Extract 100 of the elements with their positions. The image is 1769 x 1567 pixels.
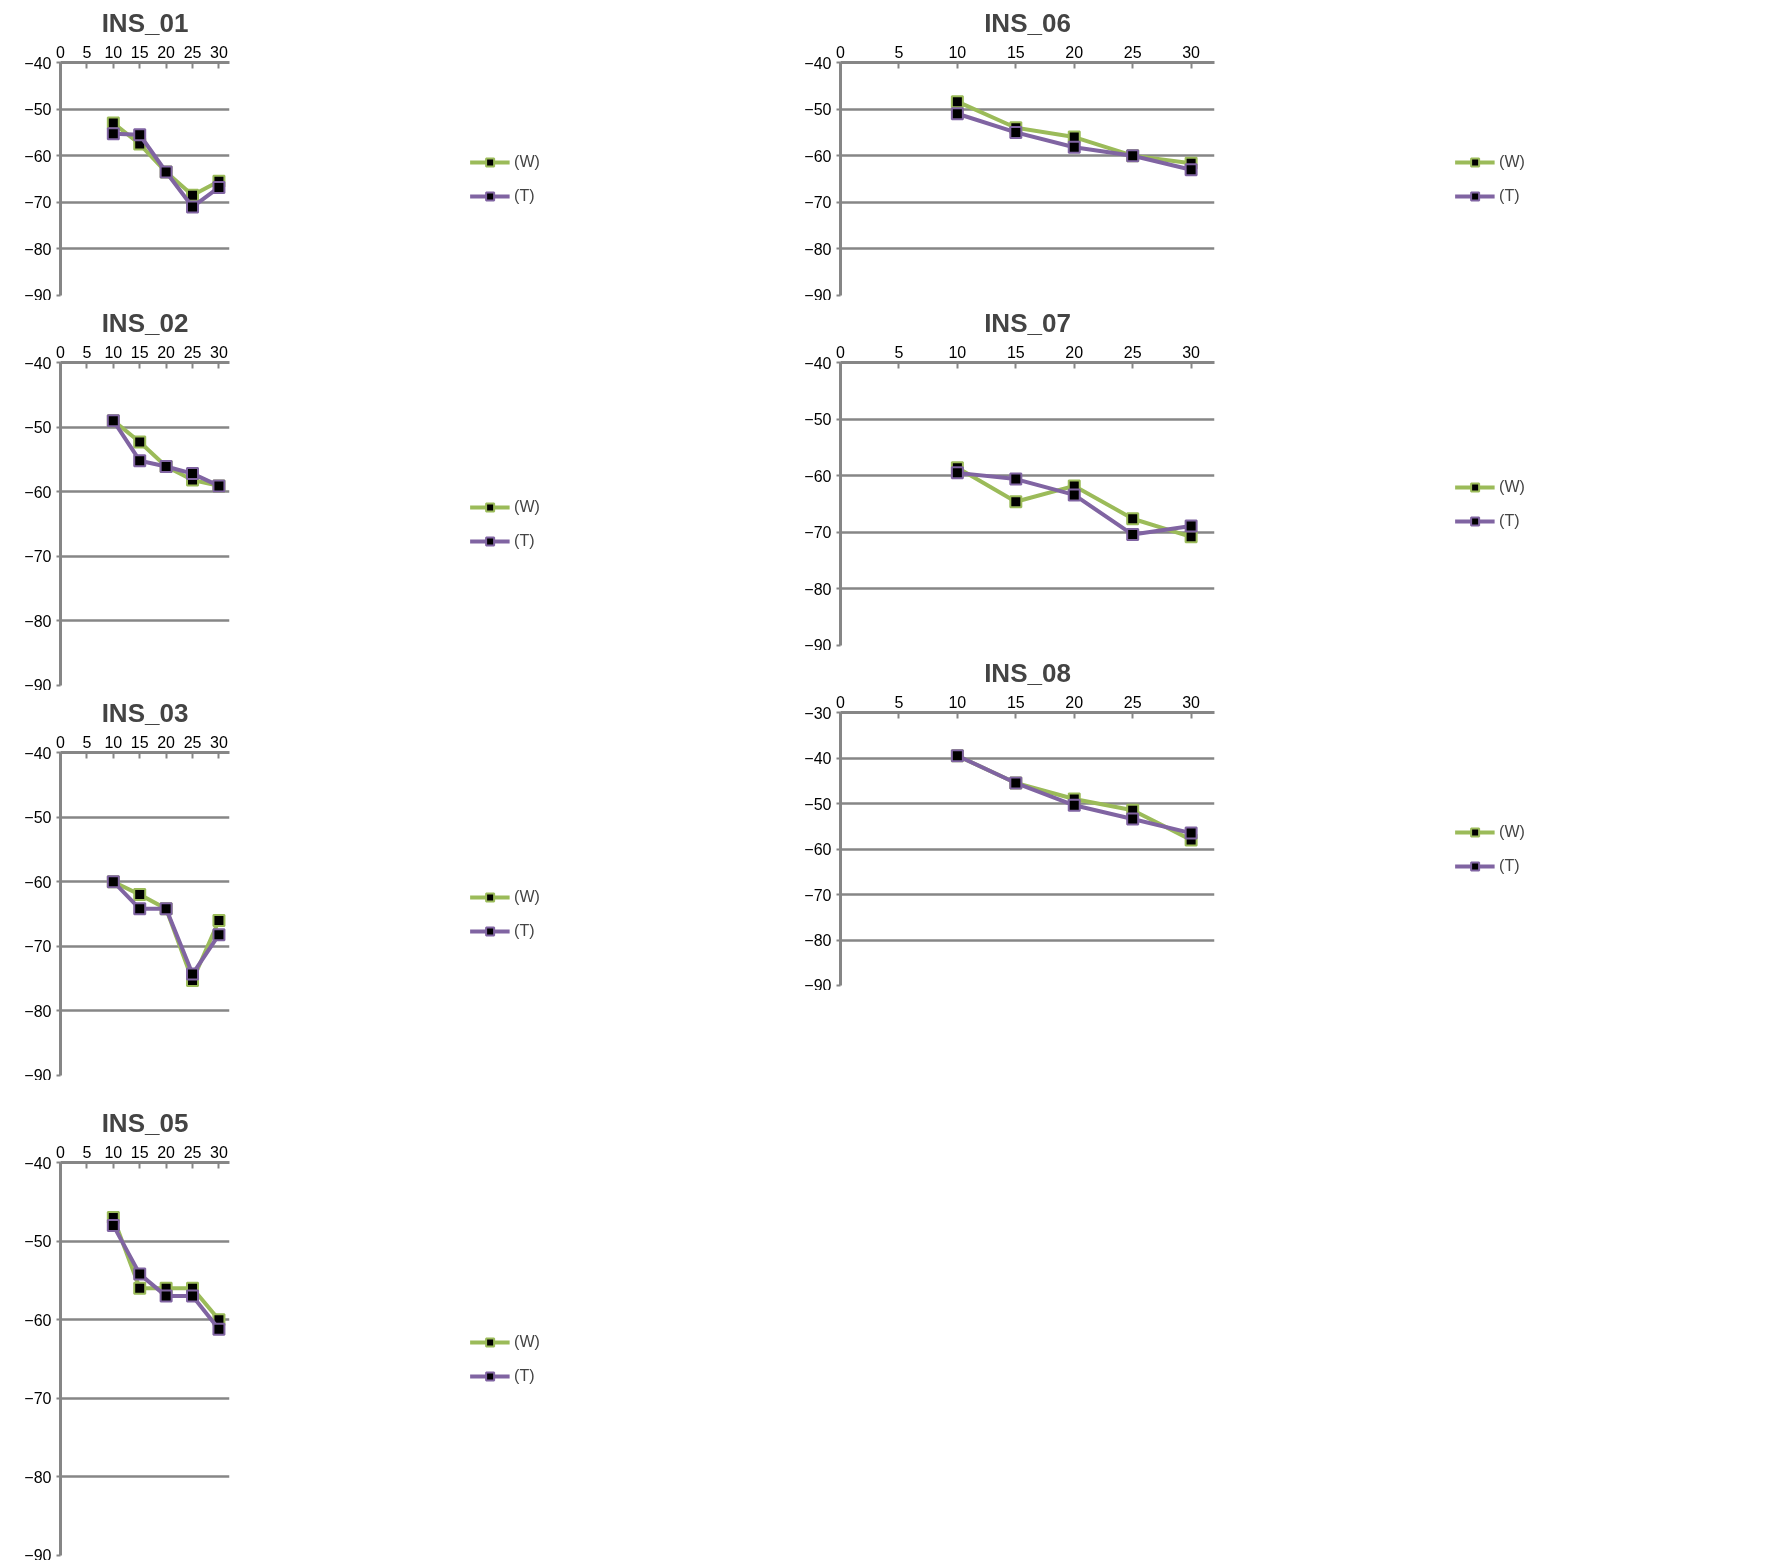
- x-tick-label: 25: [1123, 43, 1142, 61]
- y-tick-label: −90: [24, 286, 52, 304]
- chart-title: INS_01: [101, 7, 189, 38]
- x-tick-label: 5: [82, 343, 92, 361]
- y-tick-label: −60: [804, 841, 832, 858]
- legend-label: (T): [1499, 856, 1520, 875]
- chart-title: INS_07: [984, 307, 1071, 338]
- chart-title: INS_02: [101, 307, 189, 338]
- x-tick-label: 25: [183, 733, 202, 751]
- y-tick-label: −80: [24, 1002, 52, 1020]
- chart-title: INS_08: [984, 657, 1071, 688]
- y-tick-label: −80: [24, 240, 52, 258]
- y-tick-label: −70: [24, 938, 52, 956]
- y-tick-label: −60: [24, 483, 52, 501]
- y-tick-label: −40: [804, 354, 832, 372]
- x-tick-label: 20: [1065, 43, 1084, 61]
- y-tick-label: −70: [804, 524, 832, 542]
- x-tick-label: 5: [894, 343, 904, 361]
- y-tick-label: −70: [24, 1390, 52, 1408]
- x-tick-label: 30: [1182, 343, 1201, 361]
- x-tick-label: 15: [1006, 43, 1025, 61]
- x-tick-label: 0: [56, 733, 66, 751]
- legend-label: (T): [514, 186, 535, 205]
- y-tick-label: −60: [804, 467, 832, 485]
- x-tick-label: 5: [894, 43, 904, 61]
- y-tick-label: −80: [804, 240, 832, 258]
- legend-label: (W): [1499, 477, 1525, 496]
- y-tick-label: −40: [24, 354, 52, 372]
- y-tick-label: −50: [24, 1233, 52, 1251]
- x-tick-label: 0: [836, 343, 846, 361]
- x-tick-label: 0: [56, 343, 66, 361]
- y-tick-label: −90: [804, 636, 832, 654]
- y-tick-label: −50: [24, 419, 52, 437]
- chart-title: INS_03: [101, 697, 189, 728]
- x-tick-label: 30: [210, 733, 228, 751]
- y-tick-label: −60: [24, 1311, 52, 1329]
- chart-title: INS_06: [984, 7, 1071, 38]
- x-tick-label: 25: [183, 343, 202, 361]
- x-tick-label: 10: [104, 343, 123, 361]
- x-tick-label: 25: [183, 1143, 202, 1161]
- y-tick-label: −40: [804, 750, 832, 767]
- x-tick-label: 10: [104, 733, 123, 751]
- y-tick-label: −60: [24, 147, 52, 165]
- legend-label: (W): [1499, 822, 1525, 841]
- y-tick-label: −40: [24, 1154, 52, 1172]
- legend-label: (T): [1499, 186, 1520, 205]
- y-tick-label: −90: [24, 1546, 52, 1564]
- y-tick-label: −70: [24, 194, 52, 212]
- x-tick-label: 5: [82, 733, 92, 751]
- legend-label: (W): [514, 887, 540, 906]
- x-tick-label: 25: [1123, 693, 1142, 711]
- x-tick-label: 20: [157, 733, 176, 751]
- x-tick-label: 20: [157, 343, 176, 361]
- x-tick-label: 20: [157, 1143, 176, 1161]
- legend-label: (W): [514, 497, 540, 516]
- x-tick-label: 10: [948, 43, 967, 61]
- y-tick-label: −50: [24, 809, 52, 827]
- y-tick-label: −80: [804, 580, 832, 598]
- x-tick-label: 10: [948, 693, 967, 711]
- x-tick-label: 15: [130, 43, 149, 61]
- x-tick-label: 15: [1006, 343, 1025, 361]
- y-tick-label: −60: [24, 873, 52, 891]
- x-tick-label: 20: [1065, 693, 1084, 711]
- y-tick-label: −70: [24, 548, 52, 566]
- y-tick-label: −70: [804, 886, 832, 904]
- x-tick-label: 5: [82, 43, 92, 61]
- y-tick-label: −40: [24, 744, 52, 762]
- legend-label: (W): [514, 1332, 540, 1351]
- x-tick-label: 30: [1182, 693, 1201, 711]
- x-tick-label: 5: [82, 1143, 92, 1161]
- x-tick-label: 20: [157, 43, 176, 61]
- legend-label: (T): [514, 921, 535, 940]
- x-tick-label: 30: [210, 1143, 228, 1161]
- y-tick-label: −90: [24, 676, 52, 694]
- y-tick-label: −30: [804, 704, 832, 722]
- y-tick-label: −50: [804, 411, 832, 429]
- x-tick-label: 15: [130, 343, 149, 361]
- chart-title: INS_05: [101, 1107, 189, 1138]
- y-tick-label: −70: [804, 194, 832, 212]
- x-tick-label: 10: [104, 1143, 123, 1161]
- y-tick-label: −50: [804, 795, 832, 813]
- x-tick-label: 25: [183, 43, 202, 61]
- y-tick-label: −80: [24, 1468, 52, 1486]
- x-tick-label: 0: [56, 43, 66, 61]
- x-tick-label: 5: [894, 693, 904, 711]
- x-tick-label: 30: [210, 43, 228, 61]
- x-tick-label: 15: [1006, 693, 1025, 711]
- y-tick-label: −40: [24, 54, 52, 72]
- legend-label: (W): [514, 152, 540, 171]
- y-tick-label: −50: [24, 101, 52, 119]
- y-tick-label: −80: [804, 932, 832, 949]
- y-tick-label: −90: [24, 1066, 52, 1084]
- x-tick-label: 30: [210, 343, 228, 361]
- legend-label: (T): [514, 531, 535, 550]
- legend-label: (T): [1499, 511, 1520, 530]
- x-tick-label: 15: [130, 1143, 149, 1161]
- y-tick-label: −50: [804, 101, 832, 119]
- x-tick-label: 0: [56, 1143, 66, 1161]
- x-tick-label: 0: [836, 693, 846, 711]
- legend-label: (W): [1499, 152, 1525, 171]
